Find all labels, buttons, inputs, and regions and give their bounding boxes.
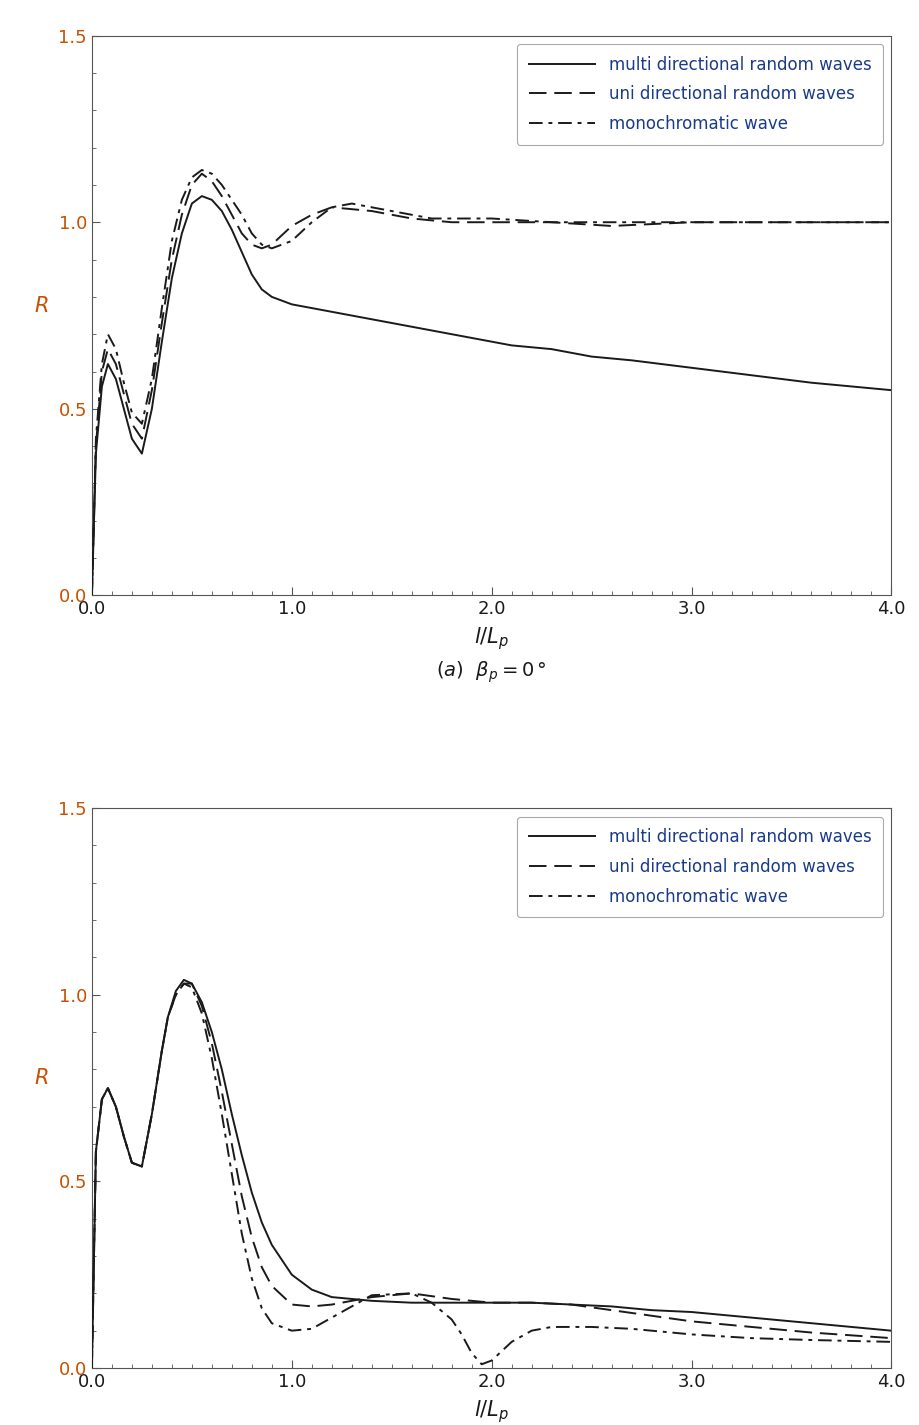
X-axis label: $l/L_p$: $l/L_p$: [474, 1398, 509, 1425]
Legend: multi directional random waves, uni directional random waves, monochromatic wave: multi directional random waves, uni dire…: [517, 817, 883, 918]
Y-axis label: $R$: $R$: [35, 1069, 49, 1089]
X-axis label: $l/L_p$: $l/L_p$: [474, 626, 509, 653]
Legend: multi directional random waves, uni directional random waves, monochromatic wave: multi directional random waves, uni dire…: [517, 44, 883, 144]
Text: $(a)$  $\beta_p = 0\,°$: $(a)$ $\beta_p = 0\,°$: [437, 660, 547, 685]
Y-axis label: $R$: $R$: [35, 295, 49, 315]
